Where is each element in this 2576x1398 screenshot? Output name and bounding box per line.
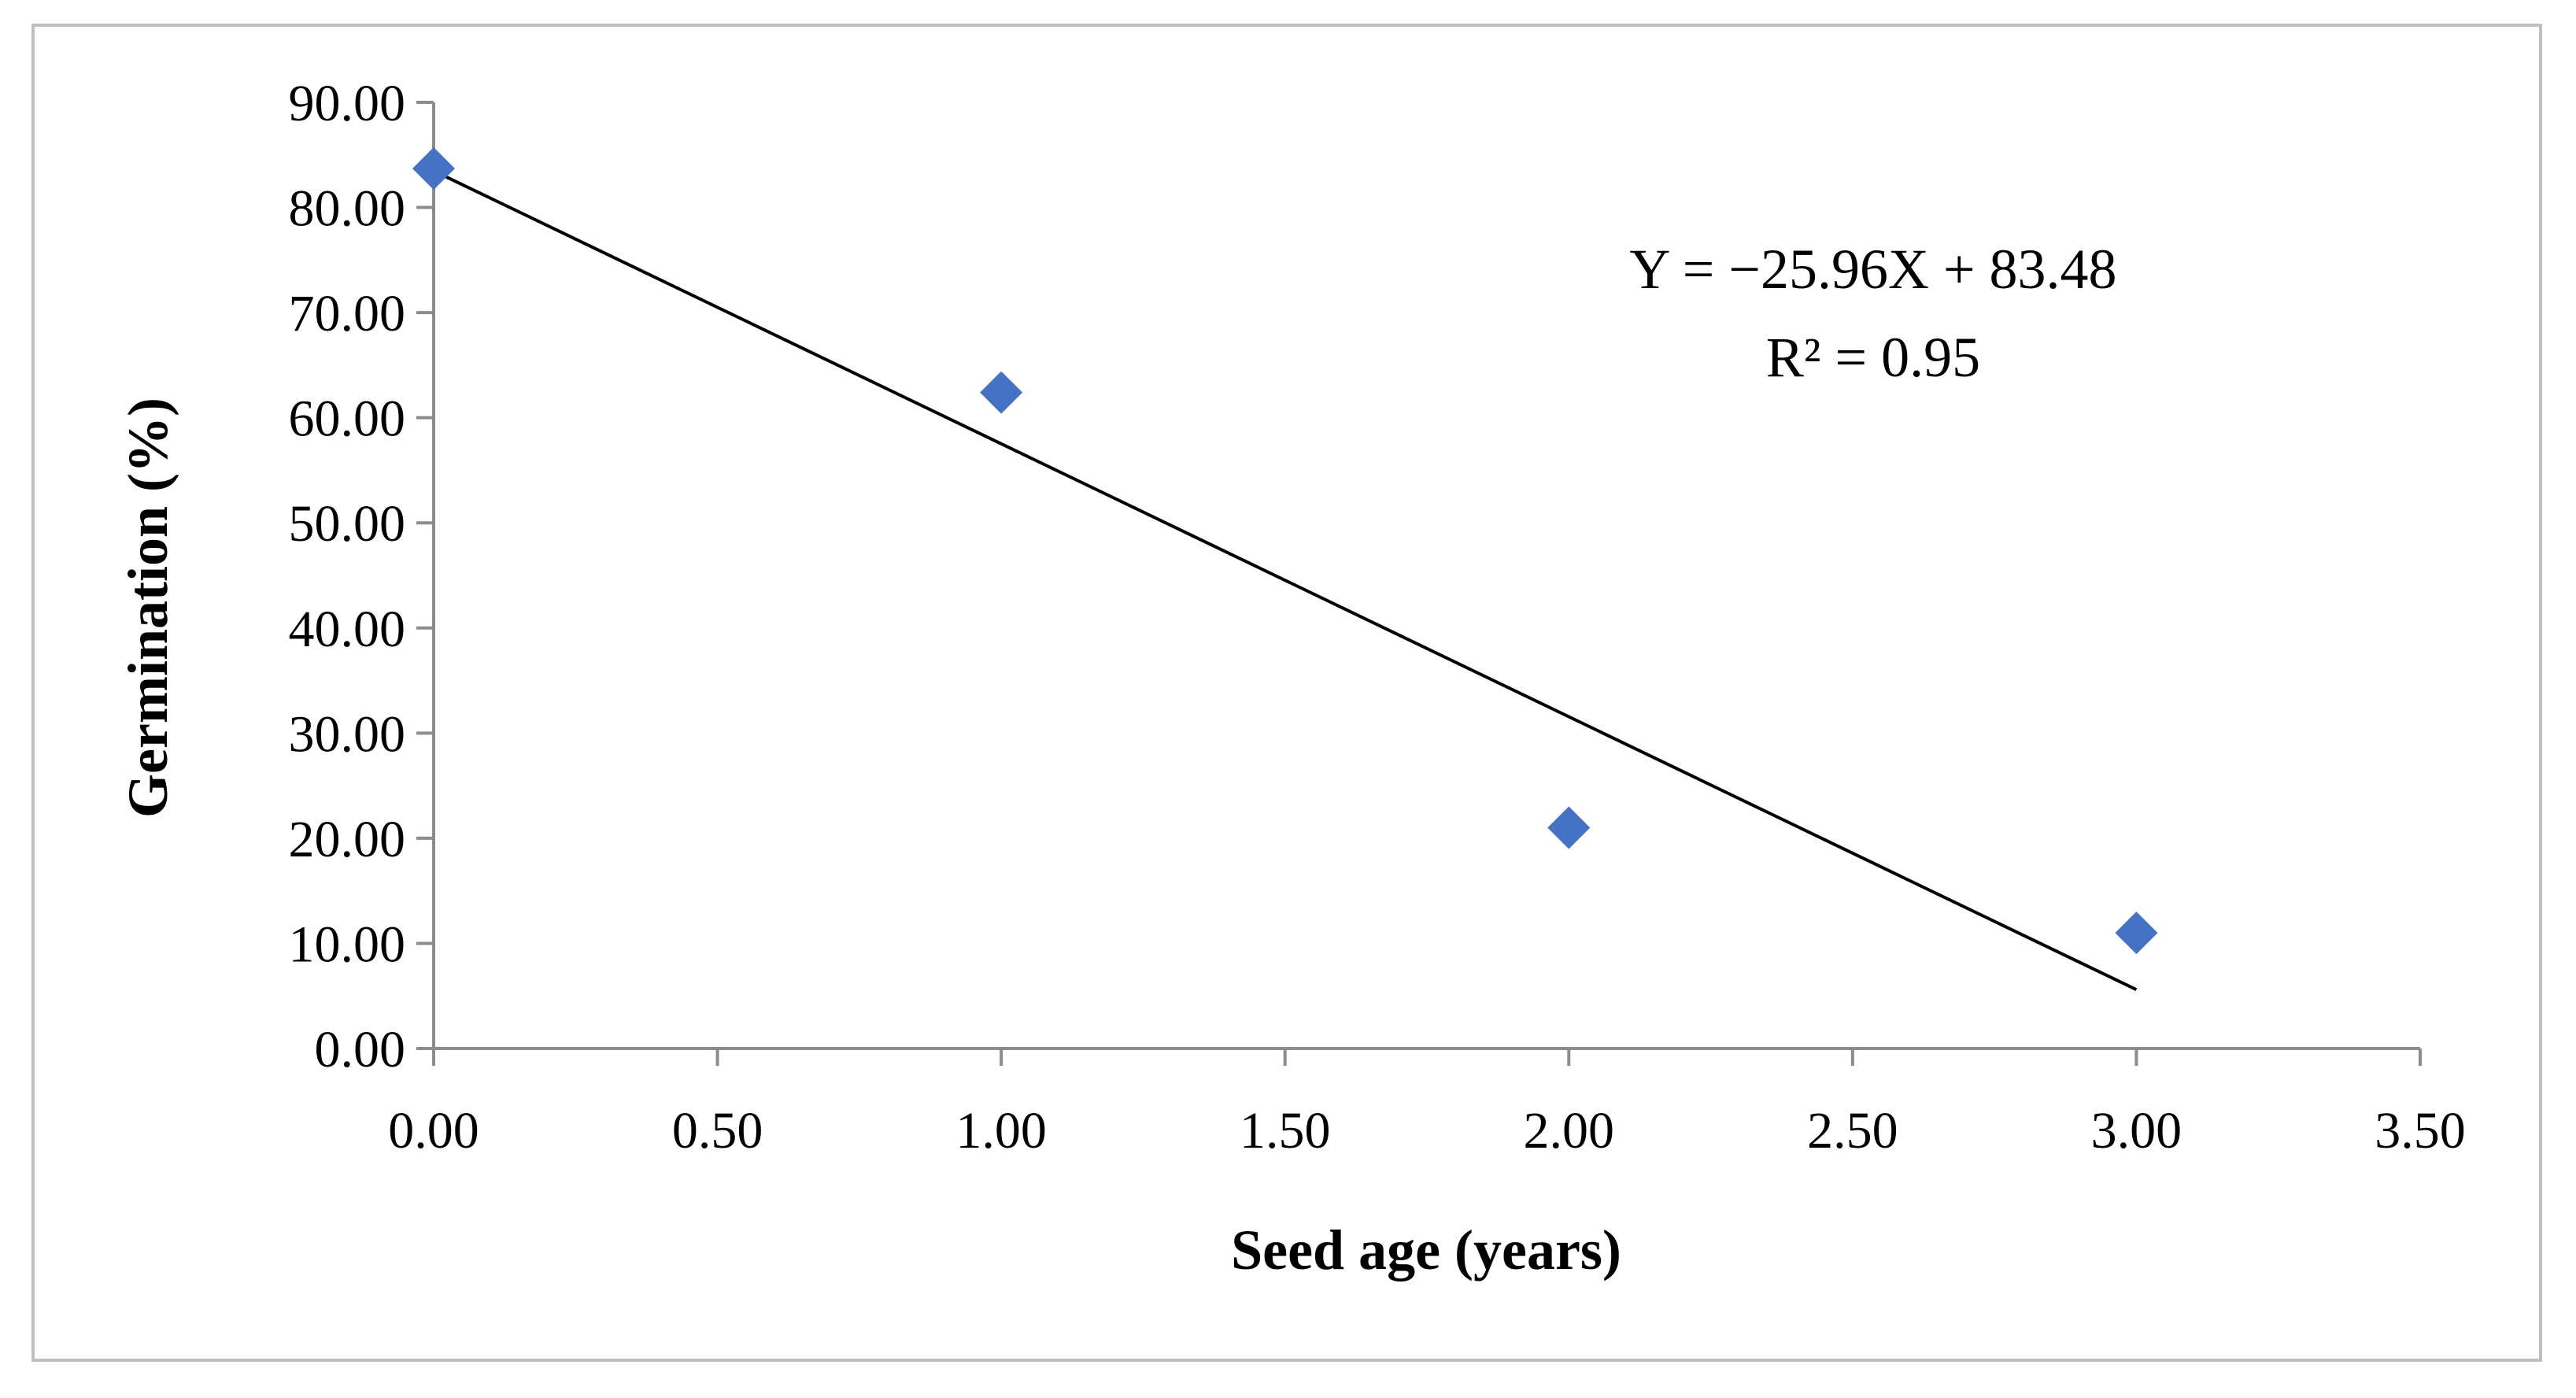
y-tick-label: 0.00 [315,1021,406,1078]
x-tick-label: 2.00 [1524,1102,1615,1159]
y-tick-label: 90.00 [289,75,406,132]
data-point [412,147,455,190]
x-axis-ticks: 0.00 0.50 1.00 1.50 2.00 2.50 3.00 3.50 [388,1048,2466,1159]
y-tick-label: 10.00 [289,915,406,973]
x-tick-label: 3.50 [2375,1102,2466,1159]
x-tick-label: 2.50 [1807,1102,1898,1159]
y-tick-label: 60.00 [289,390,406,448]
trendline-equation: Y = −25.96X + 83.48 [1629,238,2116,301]
axes [432,102,2420,1050]
y-tick-label: 70.00 [289,285,406,342]
y-tick-label: 50.00 [289,495,406,553]
r-squared-label: R² = 0.95 [1766,326,1980,389]
chart-frame [31,24,2542,1362]
y-tick-label: 20.00 [289,811,406,868]
y-axis-title: Germination (%) [116,398,179,818]
y-axis-ticks: 0.00 10.00 20.00 30.00 40.00 50.00 60.00 70.00 8… [289,75,434,1078]
y-tick-label: 30.00 [289,705,406,763]
x-tick-label: 1.00 [955,1102,1047,1159]
x-tick-label: 0.00 [388,1102,479,1159]
data-point [2115,912,2158,955]
x-axis-title: Seed age (years) [1231,1219,1621,1282]
data-point [1547,806,1591,849]
trendline [433,169,2138,992]
x-tick-label: 0.50 [672,1102,763,1159]
trendline-group [433,169,2138,992]
data-point [980,371,1023,414]
x-tick-label: 3.00 [2091,1102,2182,1159]
y-tick-label: 40.00 [289,601,406,658]
y-tick-label: 80.00 [289,180,406,238]
x-tick-label: 1.50 [1240,1102,1331,1159]
data-points [412,147,2158,955]
